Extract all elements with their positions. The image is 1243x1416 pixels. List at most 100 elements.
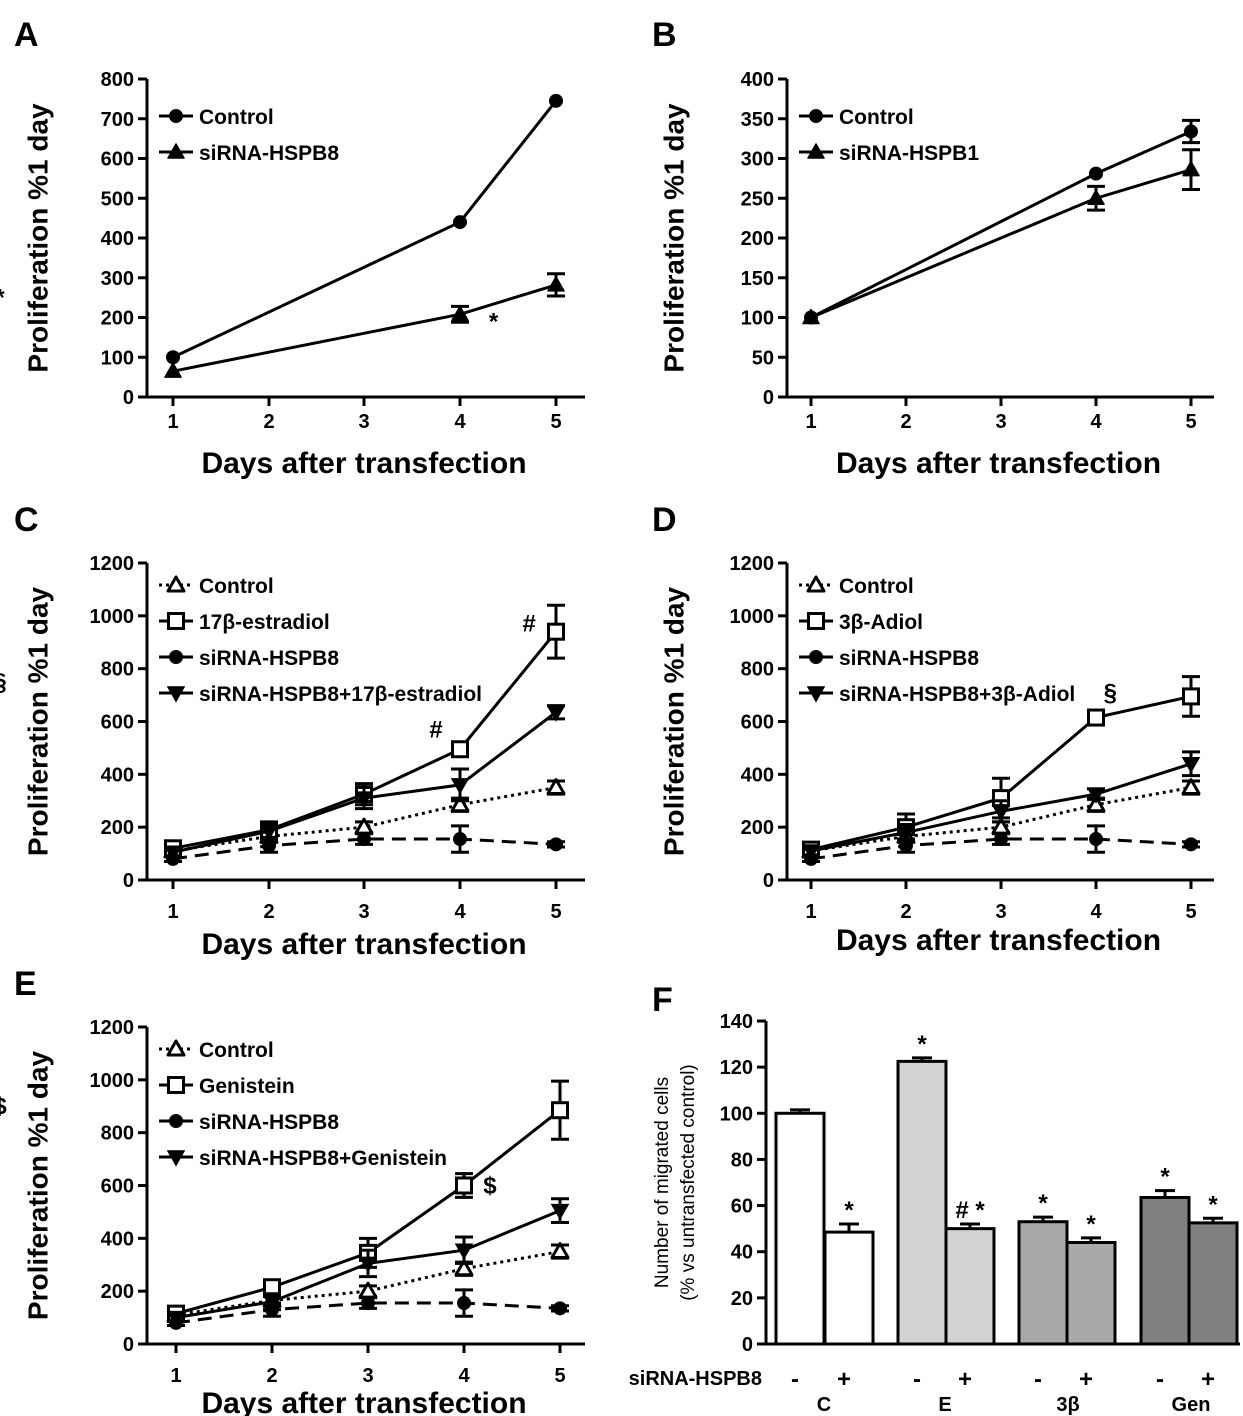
- marker-s0-p2: [549, 93, 563, 108]
- x-axis-title: Days after transfection: [201, 928, 526, 961]
- x-tick-label: 5: [1185, 901, 1196, 923]
- x-tick-label: 2: [900, 901, 911, 923]
- bar-2: *-: [896, 1031, 948, 1393]
- bar-rect: [774, 1111, 826, 1346]
- annotation: #: [429, 716, 442, 743]
- annotation: *: [0, 285, 5, 312]
- bar-0: -: [774, 1108, 826, 1393]
- x-tick-label: 3: [362, 1365, 373, 1387]
- bar-rect: [1065, 1240, 1117, 1346]
- marker-sL1-p0: [167, 143, 185, 159]
- marker-s3-p0: [163, 845, 183, 862]
- sirna-sign: +: [958, 1366, 972, 1393]
- sirna-sign: +: [1079, 1366, 1093, 1393]
- legend: Control siRNA-HSPB1: [799, 106, 979, 165]
- annotation: *: [489, 308, 499, 335]
- bar-rect: [896, 1059, 948, 1346]
- y-tick-label: 350: [741, 109, 774, 131]
- legend-label: 17β-estradiol: [199, 611, 330, 634]
- y-tick-label: 20: [731, 1288, 753, 1310]
- legend-label: siRNA-HSPB8: [199, 1111, 339, 1134]
- bar-1: *+: [823, 1197, 875, 1393]
- bar-3: # * +: [944, 1197, 996, 1393]
- marker-sL3-p0: [166, 1150, 186, 1167]
- y-tick-label: 400: [101, 228, 134, 250]
- y-tick-label: 100: [101, 347, 134, 369]
- marker-s1-p1: [451, 305, 469, 322]
- marker-s2-p3: [453, 832, 467, 847]
- row-label: siRNA-HSPB8: [629, 1368, 762, 1390]
- y-tick-label: 400: [101, 1228, 134, 1250]
- marker-s3-p0: [166, 1310, 186, 1328]
- legend-label: Genistein: [199, 1075, 295, 1098]
- bar-4: *-: [1017, 1190, 1069, 1393]
- marker-s2-p4: [553, 1301, 567, 1316]
- x-tick-label: 5: [550, 901, 561, 923]
- bar-rect: [944, 1227, 996, 1346]
- annotation: §: [1104, 679, 1117, 706]
- y-tick-label: 600: [101, 149, 134, 171]
- bar-7: *+: [1187, 1191, 1239, 1393]
- marker-s2-p2: [994, 832, 1008, 847]
- bar-rect: [1187, 1221, 1239, 1346]
- marker-s1-p0: [164, 362, 182, 378]
- series-line: [175, 1250, 561, 1317]
- y-axis-title: Number of migrated cells: [652, 1077, 673, 1288]
- y-tick-label: 150: [741, 268, 774, 290]
- sirna-sign: +: [837, 1366, 851, 1393]
- y-tick-label: 100: [720, 1103, 753, 1125]
- y-tick-label: 400: [741, 764, 774, 786]
- y-tick-label: 500: [101, 188, 134, 210]
- marker-s1-p4: [551, 1101, 569, 1120]
- marker-s2-p4: [549, 837, 563, 852]
- y-tick-label: 120: [720, 1057, 753, 1079]
- marker-s3-p3: [454, 1243, 474, 1260]
- bar-annotation: *: [917, 1031, 927, 1058]
- panel-letter: E: [14, 965, 37, 1003]
- x-tick-label: 3: [358, 411, 369, 433]
- sirna-sign: +: [1201, 1366, 1215, 1393]
- legend-label: siRNA-HSPB8+3β-Adiol: [839, 683, 1075, 706]
- panel-b: B 0 50 100 150 200 250 300 350 400 1 2 3 4 5 Days after…: [652, 16, 1214, 480]
- y-tick-label: 0: [123, 870, 134, 892]
- marker-s0-p0: [166, 350, 180, 365]
- x-tick-label: 4: [1090, 411, 1102, 433]
- marker-s0-p4: [550, 1242, 570, 1260]
- x-tick-label: 3: [358, 901, 369, 923]
- marker-sL2-p0: [169, 1114, 183, 1128]
- marker-s0-p4: [1181, 778, 1201, 796]
- marker-sL0-p0: [166, 575, 186, 593]
- marker-sL0-p0: [169, 109, 183, 123]
- y-tick-label: 400: [101, 764, 134, 786]
- x-tick-label: 3: [995, 901, 1006, 923]
- series-3: [166, 1197, 570, 1328]
- panel-letter: F: [652, 981, 673, 1019]
- legend-label: siRNA-HSPB8: [199, 647, 339, 670]
- panel-letter: B: [652, 16, 677, 54]
- marker-s2-p4: [1184, 837, 1198, 852]
- marker-s3-p1: [262, 1294, 282, 1312]
- series-3: [163, 704, 566, 862]
- sirna-sign: -: [913, 1366, 921, 1393]
- group-label: E: [938, 1394, 951, 1416]
- y-tick-label: 200: [741, 228, 774, 250]
- panel-letter: C: [14, 501, 39, 539]
- legend-label: 3β-Adiol: [839, 611, 923, 634]
- annotation: $: [0, 1093, 7, 1120]
- sirna-sign: -: [791, 1366, 799, 1393]
- y-tick-label: 1000: [730, 606, 775, 628]
- marker-s0-p1: [453, 215, 467, 230]
- y-axis-title: Proliferation %1 day: [22, 1050, 53, 1320]
- marker-s3-p4: [550, 1203, 570, 1221]
- x-tick-label: 2: [900, 411, 911, 433]
- marker-s2-p2: [361, 1296, 375, 1311]
- series-1: [802, 148, 1200, 325]
- marker-s2-p1: [262, 838, 276, 853]
- marker-s1-p1: [1087, 189, 1105, 205]
- legend-label: siRNA-HSPB8: [199, 142, 339, 165]
- bar-annotation: *: [1038, 1190, 1048, 1217]
- marker-s3-p2: [991, 804, 1011, 821]
- x-tick-label: 5: [550, 411, 561, 433]
